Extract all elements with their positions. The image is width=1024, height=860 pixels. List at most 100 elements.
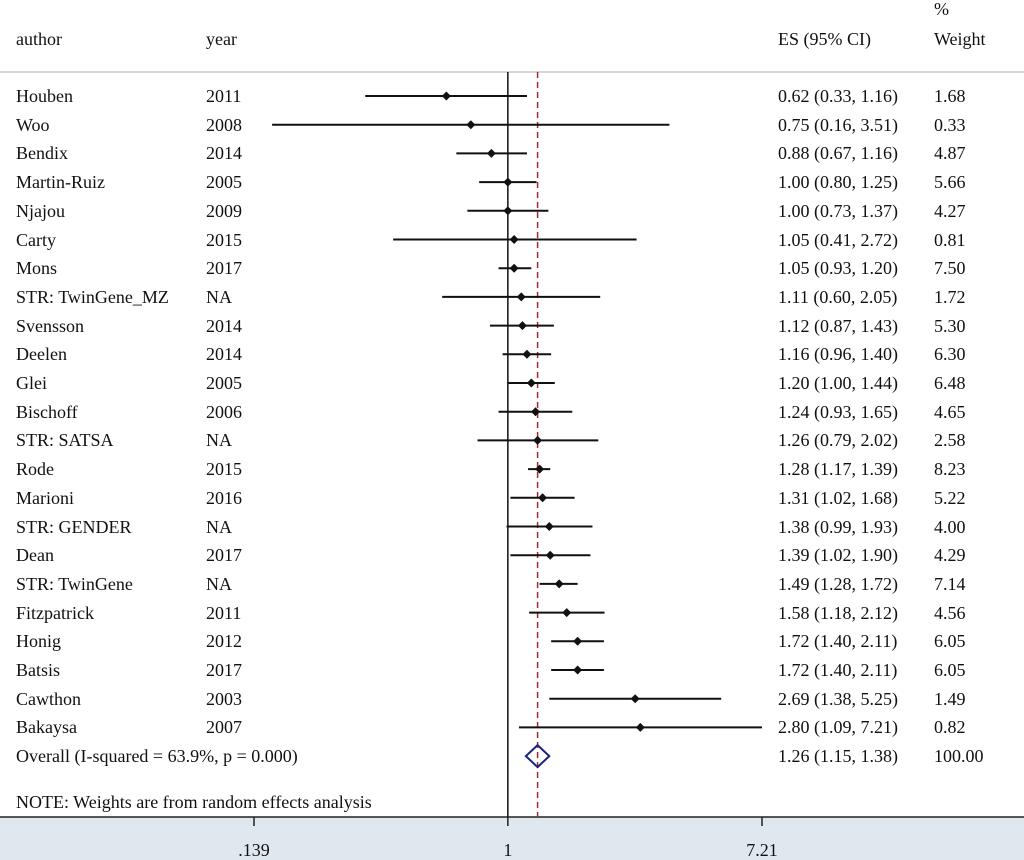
study-author: STR: TwinGene <box>16 573 133 594</box>
point-estimate-marker <box>538 493 548 503</box>
header-weight-percent: % <box>934 0 949 19</box>
study-es-ci: 1.26 (0.79, 2.02) <box>778 430 898 451</box>
study-weight: 4.29 <box>934 545 966 566</box>
point-estimate-marker <box>526 378 536 388</box>
x-tick-label: 1 <box>503 840 513 860</box>
overall-diamond <box>524 743 551 769</box>
point-estimate-marker <box>531 407 541 417</box>
point-estimate-marker <box>544 522 554 531</box>
study-es-ci: 1.49 (1.28, 1.72) <box>778 573 898 594</box>
study-es-ci: 1.31 (1.02, 1.68) <box>778 487 898 508</box>
study-weight: 0.33 <box>934 114 966 135</box>
study-year: 2009 <box>206 200 242 221</box>
point-estimate-marker <box>517 321 527 331</box>
point-estimate-marker <box>509 235 519 244</box>
study-author: Bakaysa <box>16 717 77 738</box>
study-year: 2015 <box>206 459 242 480</box>
study-author: Bischoff <box>16 401 78 422</box>
study-author: Marioni <box>16 487 74 508</box>
study-weight: 5.66 <box>934 172 966 193</box>
study-year: 2011 <box>206 602 242 623</box>
study-author: STR: SATSA <box>16 430 114 451</box>
point-estimate-marker <box>545 550 555 560</box>
study-author: Mons <box>16 258 58 279</box>
study-es-ci: 2.80 (1.09, 7.21) <box>778 717 898 738</box>
study-weight: 6.48 <box>934 373 966 393</box>
study-year: 2006 <box>206 401 242 422</box>
point-estimate-marker <box>573 665 583 675</box>
study-es-ci: 1.05 (0.41, 2.72) <box>778 229 898 250</box>
study-weight: 1.49 <box>934 688 966 709</box>
study-es-ci: 1.72 (1.40, 2.11) <box>778 660 898 680</box>
study-es-ci: 1.28 (1.17, 1.39) <box>778 459 898 480</box>
point-estimate-marker <box>466 120 476 130</box>
study-weight: 5.30 <box>934 315 966 336</box>
study-es-ci: 1.72 (1.40, 2.11) <box>778 631 898 652</box>
header-year: year <box>206 29 237 49</box>
study-author: Glei <box>16 373 47 393</box>
overall-weight: 100.00 <box>934 746 984 767</box>
study-es-ci: 1.11 (0.60, 2.05) <box>778 286 898 307</box>
study-weight: 6.05 <box>934 660 966 680</box>
study-author: Njajou <box>16 200 65 221</box>
study-author: Deelen <box>16 344 67 365</box>
header-author: author <box>16 29 62 49</box>
study-author: Svensson <box>16 315 85 336</box>
study-es-ci: 1.00 (0.80, 1.25) <box>778 172 898 193</box>
study-year: 2014 <box>206 143 242 164</box>
study-es-ci: 2.69 (1.38, 5.25) <box>778 688 898 709</box>
study-year: 2008 <box>206 114 242 135</box>
point-estimate-marker <box>516 292 526 302</box>
point-estimate-marker <box>630 694 640 704</box>
point-estimate-marker <box>573 636 583 646</box>
study-weight: 4.27 <box>934 200 966 221</box>
study-author: Cawthon <box>16 688 81 709</box>
study-year: NA <box>206 430 232 451</box>
study-weight: 4.87 <box>934 143 966 164</box>
study-author: Batsis <box>16 660 61 680</box>
study-year: NA <box>206 573 232 594</box>
study-weight: 7.50 <box>934 258 966 279</box>
study-weight: 6.05 <box>934 631 966 652</box>
study-weight: 1.72 <box>934 286 966 307</box>
point-estimate-marker <box>486 148 496 158</box>
point-estimate-marker <box>509 263 519 273</box>
study-es-ci: 1.58 (1.18, 2.12) <box>778 602 898 623</box>
study-es-ci: 1.16 (0.96, 1.40) <box>778 344 898 365</box>
study-year: 2012 <box>206 631 242 652</box>
point-estimate-marker <box>533 435 543 445</box>
study-year: NA <box>206 286 232 307</box>
point-estimate-marker <box>503 206 513 216</box>
study-weight: 0.81 <box>934 229 966 250</box>
study-author: Houben <box>16 86 73 106</box>
study-weight: 7.14 <box>934 573 966 594</box>
study-es-ci: 0.62 (0.33, 1.16) <box>778 86 898 106</box>
header-weight: Weight <box>934 29 986 49</box>
overall-label: Overall (I-squared = 63.9%, p = 0.000) <box>16 746 298 767</box>
study-weight: 2.58 <box>934 430 966 451</box>
study-weight: 8.23 <box>934 459 966 480</box>
study-author: STR: TwinGene_MZ <box>16 286 169 307</box>
study-year: 2016 <box>206 487 242 508</box>
axis-band <box>0 817 1024 860</box>
study-weight: 1.68 <box>934 86 966 106</box>
study-author: Bendix <box>16 143 68 164</box>
study-year: 2014 <box>206 344 242 365</box>
study-year: 2003 <box>206 688 242 709</box>
x-tick-label: 7.21 <box>746 840 778 860</box>
study-weight: 5.22 <box>934 487 966 508</box>
study-weight: 6.30 <box>934 344 966 365</box>
study-year: 2007 <box>206 717 242 738</box>
study-author: STR: GENDER <box>16 516 132 537</box>
x-tick-label: .139 <box>238 840 270 860</box>
point-estimate-marker <box>503 177 513 187</box>
study-author: Honig <box>16 631 61 652</box>
point-estimate-marker <box>441 91 451 101</box>
point-estimate-marker <box>562 608 572 618</box>
study-year: NA <box>206 516 232 537</box>
study-es-ci: 1.12 (0.87, 1.43) <box>778 315 898 336</box>
study-year: 2017 <box>206 258 242 279</box>
study-year: 2015 <box>206 229 242 250</box>
point-estimate-marker <box>554 579 564 589</box>
